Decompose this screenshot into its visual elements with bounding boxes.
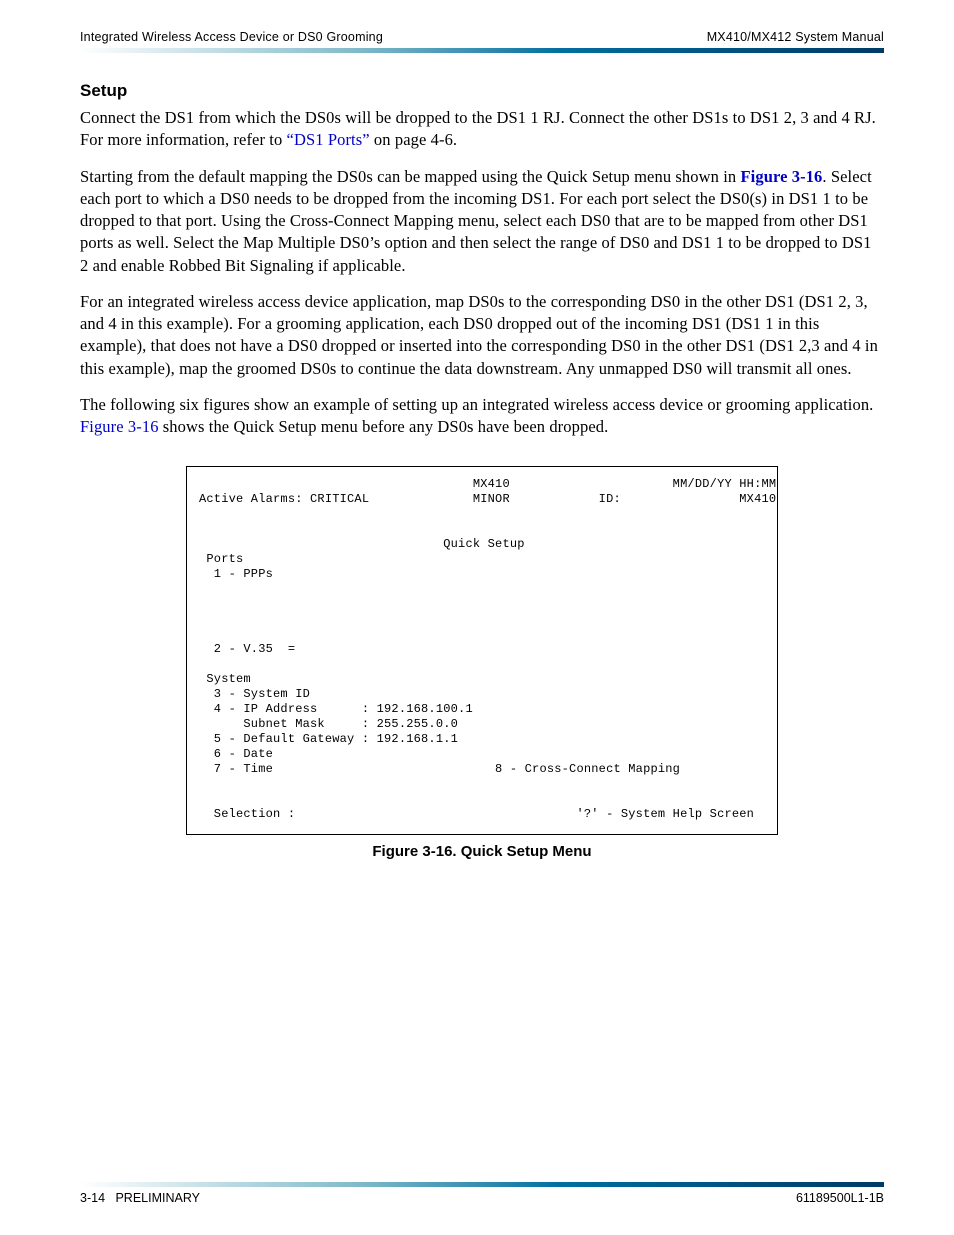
- figure-caption: Figure 3-16. Quick Setup Menu: [372, 843, 591, 860]
- link-figure-3-16[interactable]: Figure 3-16: [80, 417, 159, 436]
- footer-rule: [80, 1182, 884, 1187]
- para1-pre: Connect the DS1 from which the DS0s will…: [80, 108, 876, 149]
- paragraph-4: The following six figures show an exampl…: [80, 394, 884, 439]
- para4-post: shows the Quick Setup menu before any DS…: [159, 417, 609, 436]
- para2-pre: Starting from the default mapping the DS…: [80, 167, 740, 186]
- footer-page-number: 3-14: [80, 1191, 105, 1205]
- header-right: MX410/MX412 System Manual: [707, 30, 884, 44]
- paragraph-1: Connect the DS1 from which the DS0s will…: [80, 107, 884, 152]
- link-figure-3-16-bold[interactable]: Figure 3-16: [740, 167, 822, 186]
- para1-post: on page 4-6.: [370, 130, 457, 149]
- running-header: Integrated Wireless Access Device or DS0…: [80, 30, 884, 44]
- figure-3-16: MX410 MM/DD/YY HH:MM Active Alarms: CRIT…: [80, 466, 884, 860]
- paragraph-2: Starting from the default mapping the DS…: [80, 166, 884, 277]
- terminal-screen: MX410 MM/DD/YY HH:MM Active Alarms: CRIT…: [186, 466, 778, 835]
- footer-right: 61189500L1-1B: [796, 1191, 884, 1205]
- link-ds1-ports[interactable]: “DS1 Ports”: [287, 130, 370, 149]
- section-heading-setup: Setup: [80, 81, 884, 101]
- footer-preliminary-label: PRELIMINARY: [115, 1191, 200, 1205]
- manual-page: Integrated Wireless Access Device or DS0…: [0, 0, 954, 1235]
- footer-left: 3-14 PRELIMINARY: [80, 1191, 200, 1205]
- running-footer: 3-14 PRELIMINARY 61189500L1-1B: [80, 1182, 884, 1205]
- para4-pre: The following six figures show an exampl…: [80, 395, 873, 414]
- header-left: Integrated Wireless Access Device or DS0…: [80, 30, 383, 44]
- paragraph-3: For an integrated wireless access device…: [80, 291, 884, 380]
- header-rule: [80, 48, 884, 53]
